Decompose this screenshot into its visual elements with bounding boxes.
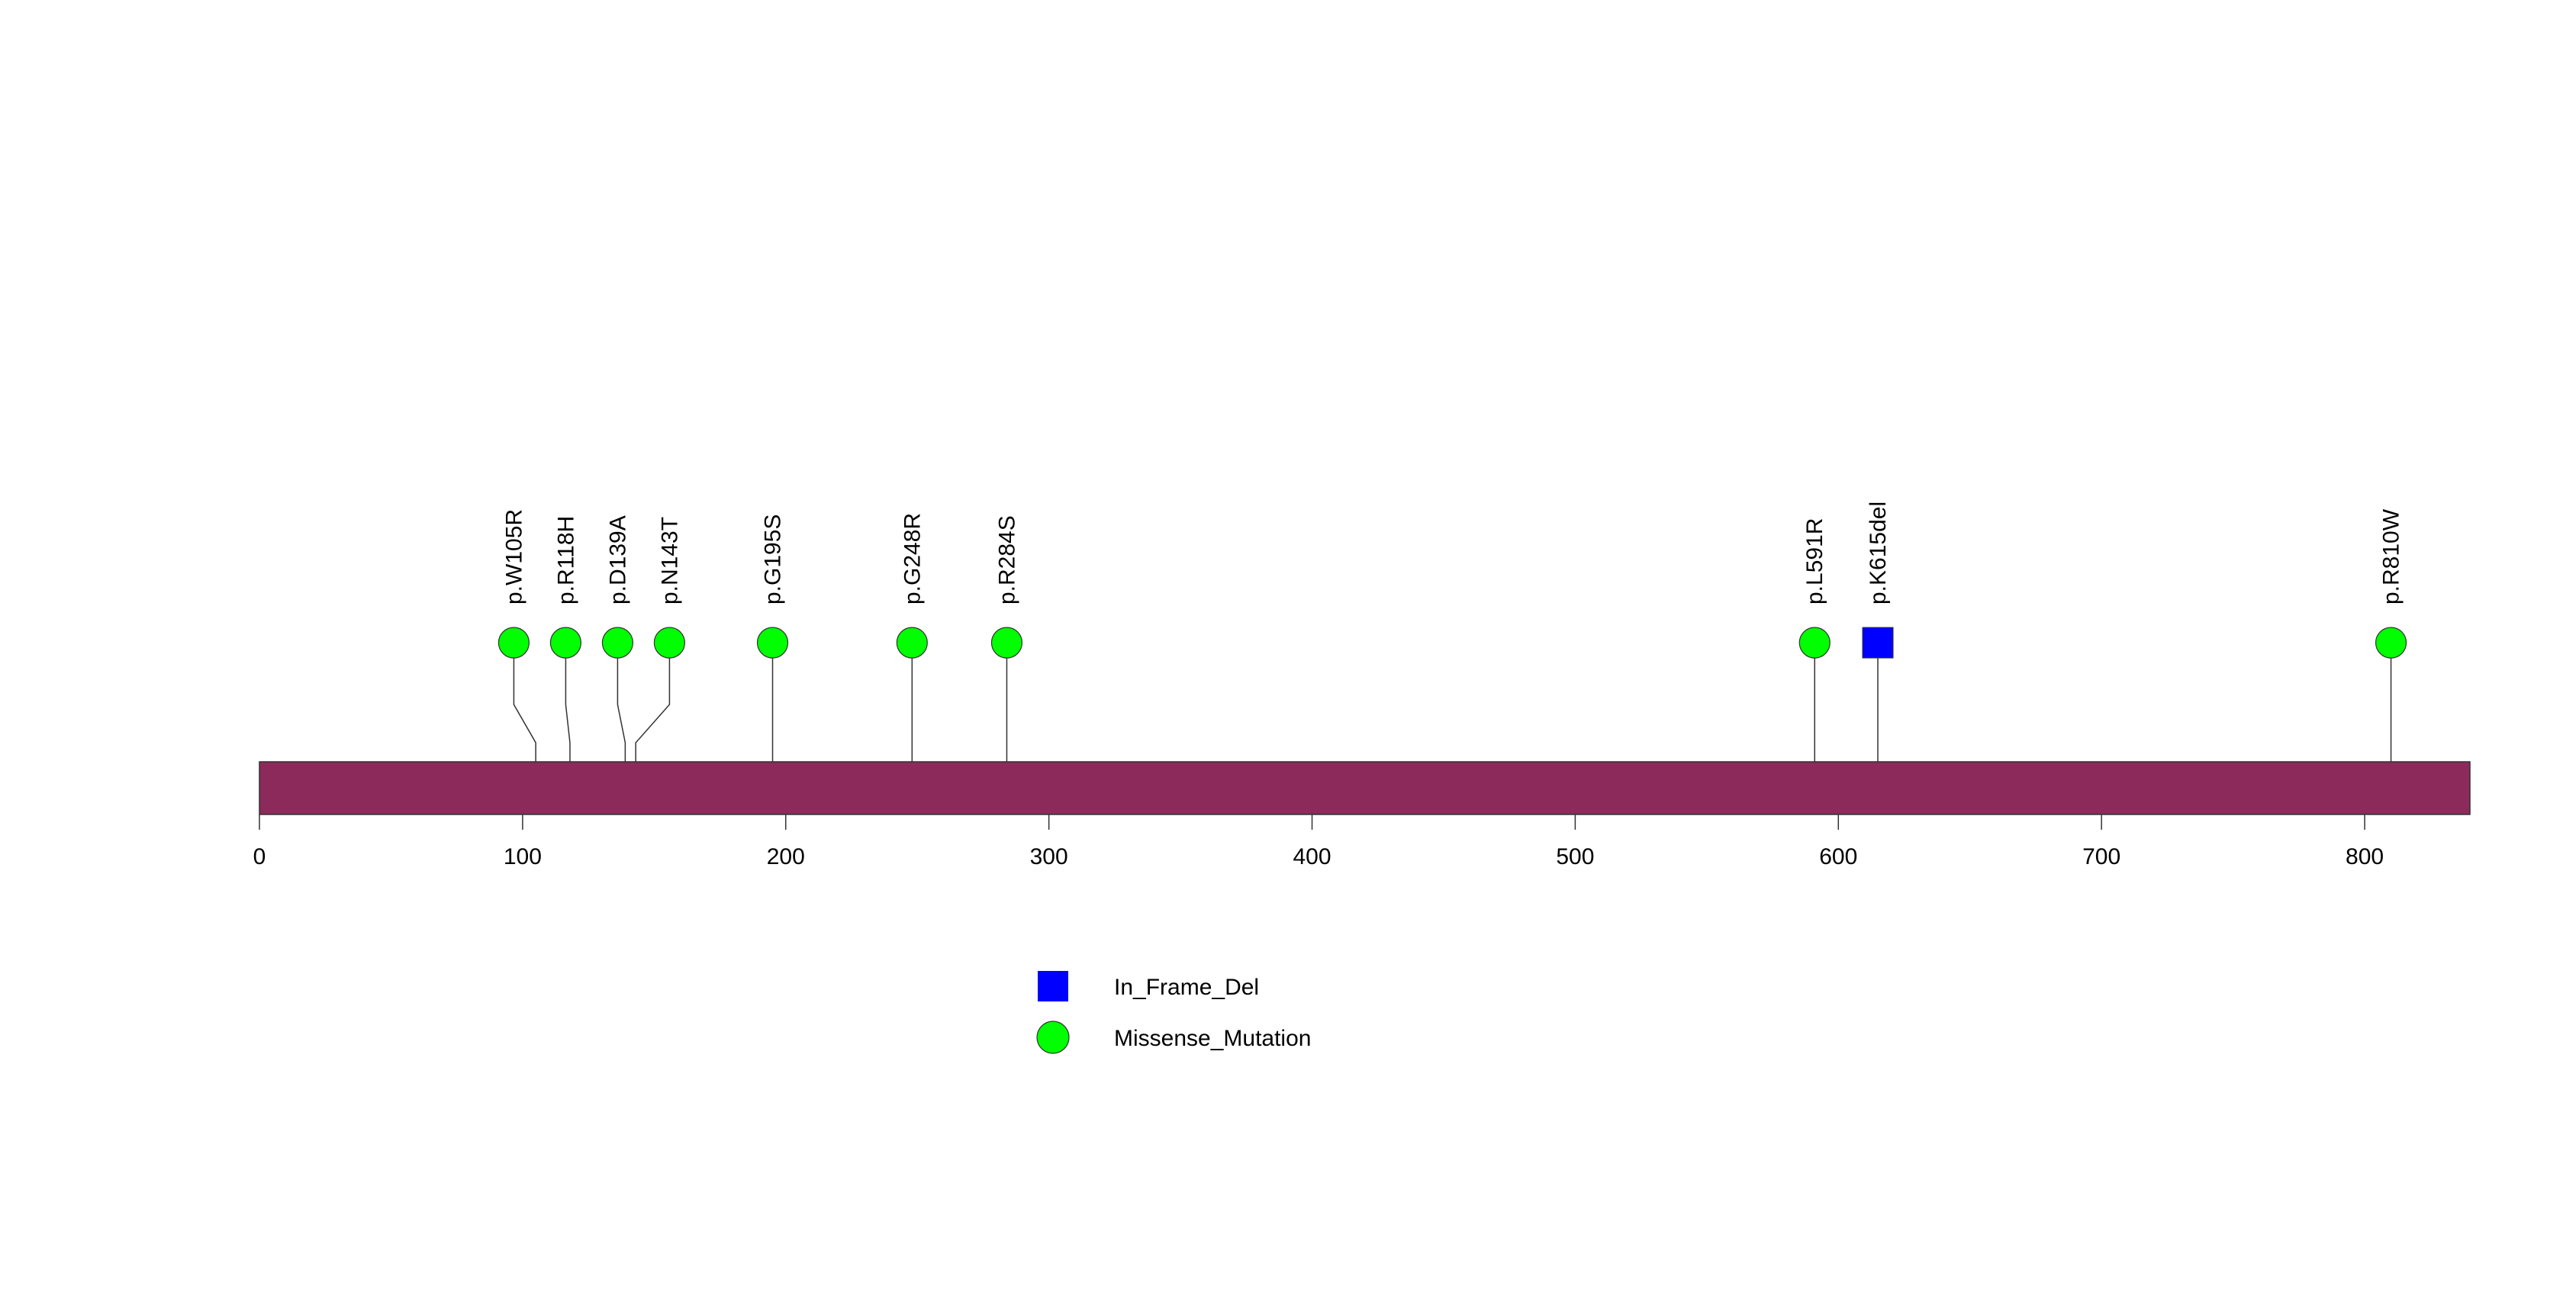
- axis-tick-label: 700: [2082, 844, 2120, 869]
- mutation-marker-circle: [549, 627, 582, 659]
- legend-label: Missense_Mutation: [1114, 1026, 1311, 1051]
- mutation-label: p.W105R: [501, 509, 526, 605]
- axis-tick-label: 100: [504, 844, 542, 869]
- mutation-label: p.D139A: [605, 515, 630, 605]
- axis-tick-label: 0: [253, 844, 266, 869]
- mutation-label: p.R284S: [994, 515, 1019, 605]
- mutation-marker-circle: [896, 627, 928, 659]
- mutation-marker-circle: [990, 627, 1023, 659]
- legend: In_Frame_Del Missense_Mutation: [1036, 971, 1311, 1054]
- mutation-label: p.G248R: [900, 513, 925, 605]
- mutation-label: p.G195S: [761, 514, 786, 605]
- mutation-label: p.R118H: [553, 516, 578, 605]
- axis-tick-label: 300: [1030, 844, 1068, 869]
- mutation-marker-circle: [756, 627, 789, 659]
- mutation-marker-square: [1862, 627, 1894, 659]
- legend-square-swatch: [1038, 971, 1068, 1001]
- mutation-label: p.K615del: [1866, 501, 1891, 605]
- mutation-marker-circle: [601, 627, 634, 659]
- mutation-label: p.L591R: [1802, 518, 1827, 605]
- mutation-label: p.R810W: [2379, 508, 2404, 605]
- mutation-marker-circle: [1798, 627, 1831, 659]
- axis-tick-label: 800: [2346, 844, 2384, 869]
- legend-circle-swatch: [1036, 1021, 1070, 1054]
- protein-bar: [259, 761, 2471, 815]
- mutation-marker-circle: [2375, 627, 2407, 659]
- legend-label: In_Frame_Del: [1114, 975, 1259, 1000]
- mutation-marker-circle: [653, 627, 686, 659]
- axis-tick-label: 400: [1293, 844, 1331, 869]
- axis-tick-label: 600: [1819, 844, 1857, 869]
- mutation-markers: p.W105R p.R118H p.D139A p.N143T p.G195S p.G24…: [497, 501, 2407, 659]
- mutation-label: p.N143T: [657, 517, 682, 605]
- x-axis: 0 100 200 300 400 500 600 700 800: [253, 814, 2384, 869]
- axis-tick-label: 200: [767, 844, 805, 869]
- mutation-marker-circle: [497, 627, 530, 659]
- axis-tick-label: 500: [1556, 844, 1594, 869]
